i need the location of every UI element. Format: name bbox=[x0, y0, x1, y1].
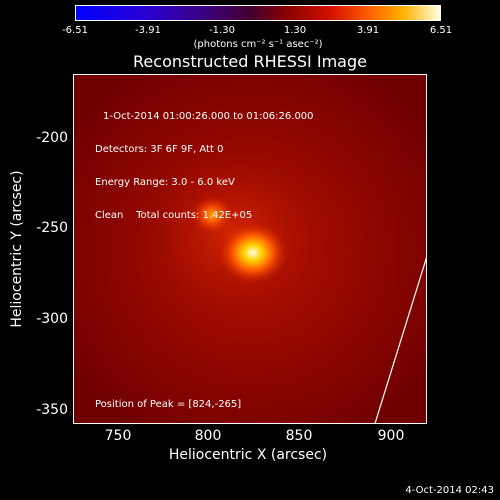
x-axis-label: Heliocentric X (arcsec) bbox=[168, 447, 328, 463]
x-tick-label: 750 bbox=[104, 428, 132, 444]
observation-info: 1-Oct-2014 01:00:26.000 to 01:06:26.000 … bbox=[95, 89, 314, 243]
x-tick-label: 850 bbox=[285, 428, 313, 444]
x-tick-label: 900 bbox=[377, 428, 405, 444]
colorbar-units: (photons cm⁻² s⁻¹ asec⁻²) bbox=[193, 39, 323, 50]
colorbar-tick: -3.91 bbox=[135, 25, 161, 36]
y-tick-label: -350 bbox=[36, 402, 68, 418]
info-energy-range: Energy Range: 3.0 - 6.0 keV bbox=[95, 177, 235, 188]
colorbar-tick: 1.30 bbox=[283, 25, 307, 36]
y-axis-label: Heliocentric Y (arcsec) bbox=[9, 170, 25, 328]
y-tick-label: -200 bbox=[36, 130, 68, 146]
colorbar-tick: -6.51 bbox=[62, 25, 88, 36]
info-detectors: Detectors: 3F 6F 9F, Att 0 bbox=[95, 144, 224, 155]
colorbar-tick: 3.91 bbox=[356, 25, 380, 36]
info-clean-counts: Clean Total counts: 1.42E+05 bbox=[95, 210, 253, 221]
timestamp: 4-Oct-2014 02:43 bbox=[405, 485, 494, 496]
peak-source bbox=[216, 220, 289, 285]
heatmap-image bbox=[74, 75, 426, 423]
secondary-source bbox=[190, 195, 235, 235]
y-tick-label: -250 bbox=[36, 220, 68, 236]
info-time-range: 1-Oct-2014 01:00:26.000 to 01:06:26.000 bbox=[103, 111, 314, 122]
colorbar-tick: 6.51 bbox=[429, 25, 453, 36]
chart-title: Reconstructed RHESSI Image bbox=[133, 52, 367, 71]
y-tick-label: -300 bbox=[36, 311, 68, 327]
colorbar bbox=[75, 5, 441, 21]
plot-area: 1-Oct-2014 01:00:26.000 to 01:06:26.000 … bbox=[73, 74, 427, 424]
peak-position-label: Position of Peak = [824,-265] bbox=[95, 399, 242, 410]
solar-limb-line bbox=[374, 257, 426, 423]
colorbar-tick: -1.30 bbox=[209, 25, 235, 36]
x-tick-label: 800 bbox=[194, 428, 222, 444]
